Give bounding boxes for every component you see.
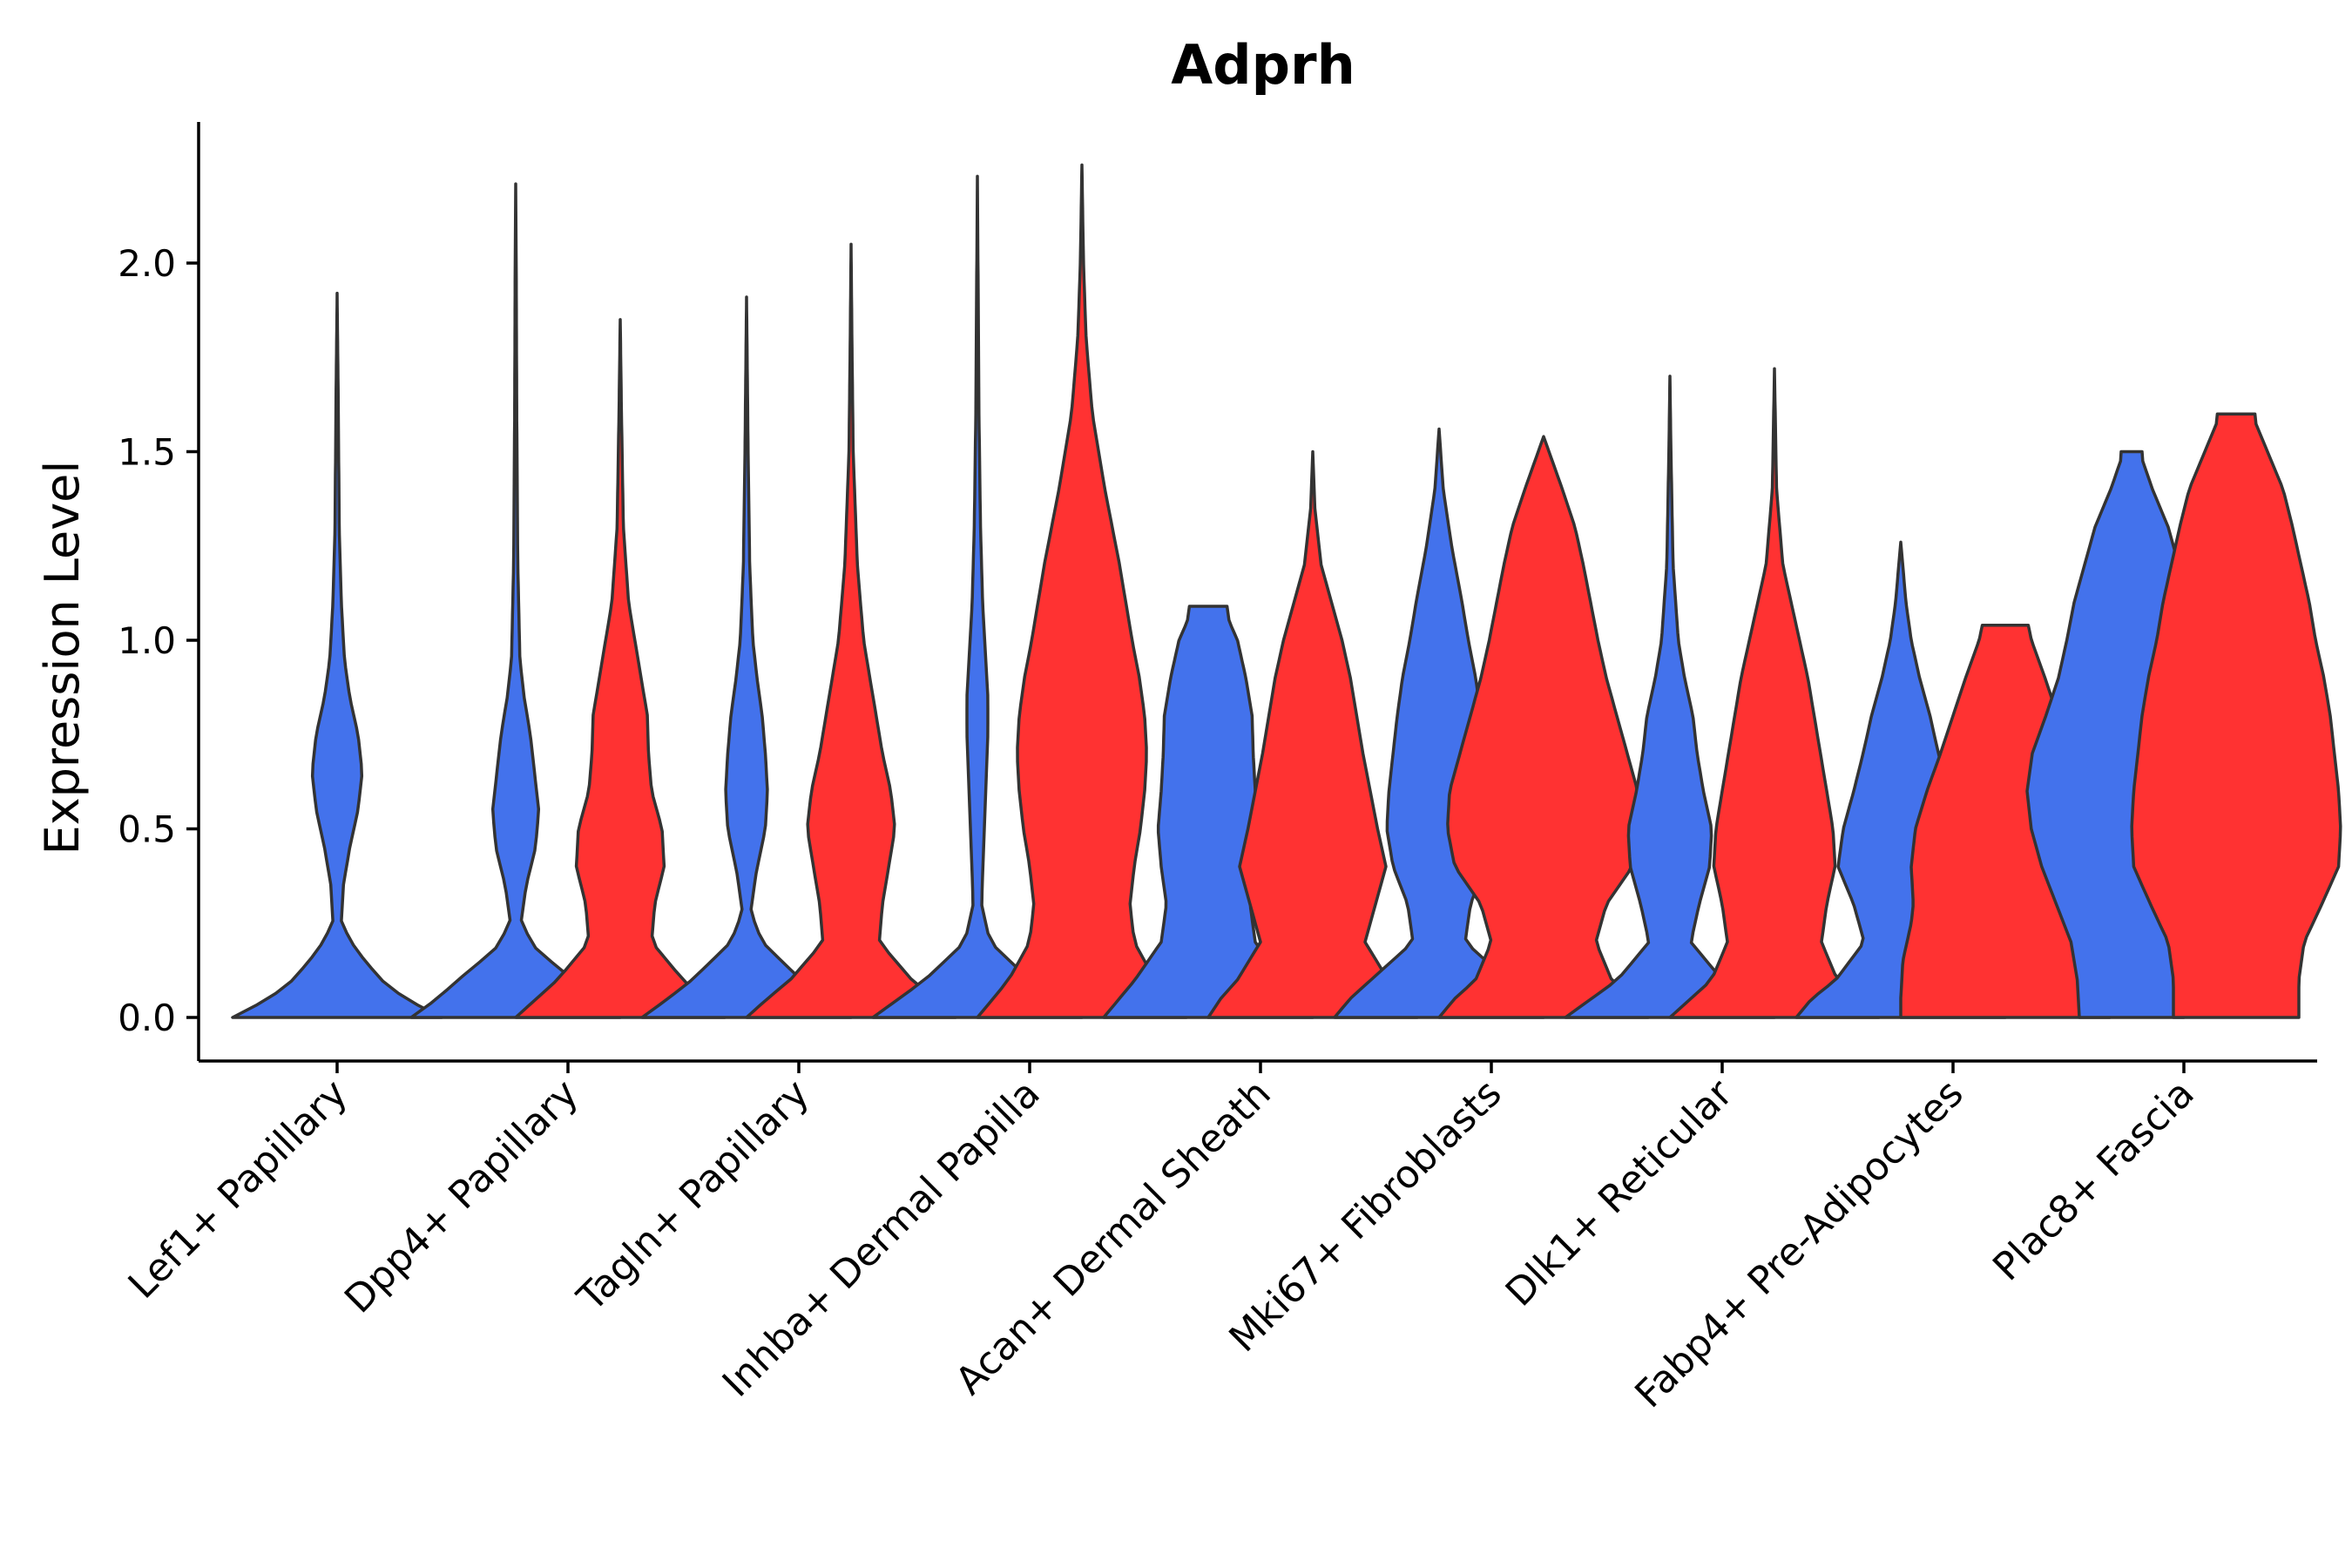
y-axis-label: Expression Level (35, 461, 90, 855)
x-tick-label: Tagln+ Papillary (569, 1071, 818, 1321)
violin-blue-2 (409, 182, 622, 1019)
violin-red-7 (1668, 367, 1881, 1019)
y-tick-label: 0.0 (118, 997, 176, 1039)
y-tick-label: 0.5 (118, 808, 176, 851)
violin-blue-4 (871, 174, 1084, 1019)
violin-red-3 (745, 242, 957, 1019)
violin-blue-7 (1564, 375, 1776, 1019)
chart-title: Adprh (1171, 33, 1355, 97)
violin-blue-1 (231, 291, 443, 1019)
violin-red-2 (514, 318, 727, 1019)
violin-red-5 (1206, 449, 1419, 1019)
x-tick-label: Plac8+ Fascia (1984, 1071, 2203, 1290)
violin-red-9 (2130, 412, 2342, 1019)
x-tick-label: Lef1+ Papillary (120, 1071, 356, 1308)
x-tick-label: Dpp4+ Papillary (336, 1071, 587, 1322)
y-tick-label: 1.5 (118, 431, 176, 474)
y-tick-label: 1.0 (118, 619, 176, 662)
x-tick-label: Dlk1+ Reticular (1497, 1071, 1742, 1315)
violin-group (231, 163, 2342, 1019)
y-tick-label: 2.0 (118, 242, 176, 285)
violin-blue-3 (640, 295, 853, 1019)
violin-red-6 (1437, 435, 1650, 1019)
violin-red-4 (976, 163, 1188, 1019)
y-ticks: 0.0 0.5 1.0 1.5 2.0 (118, 242, 199, 1039)
